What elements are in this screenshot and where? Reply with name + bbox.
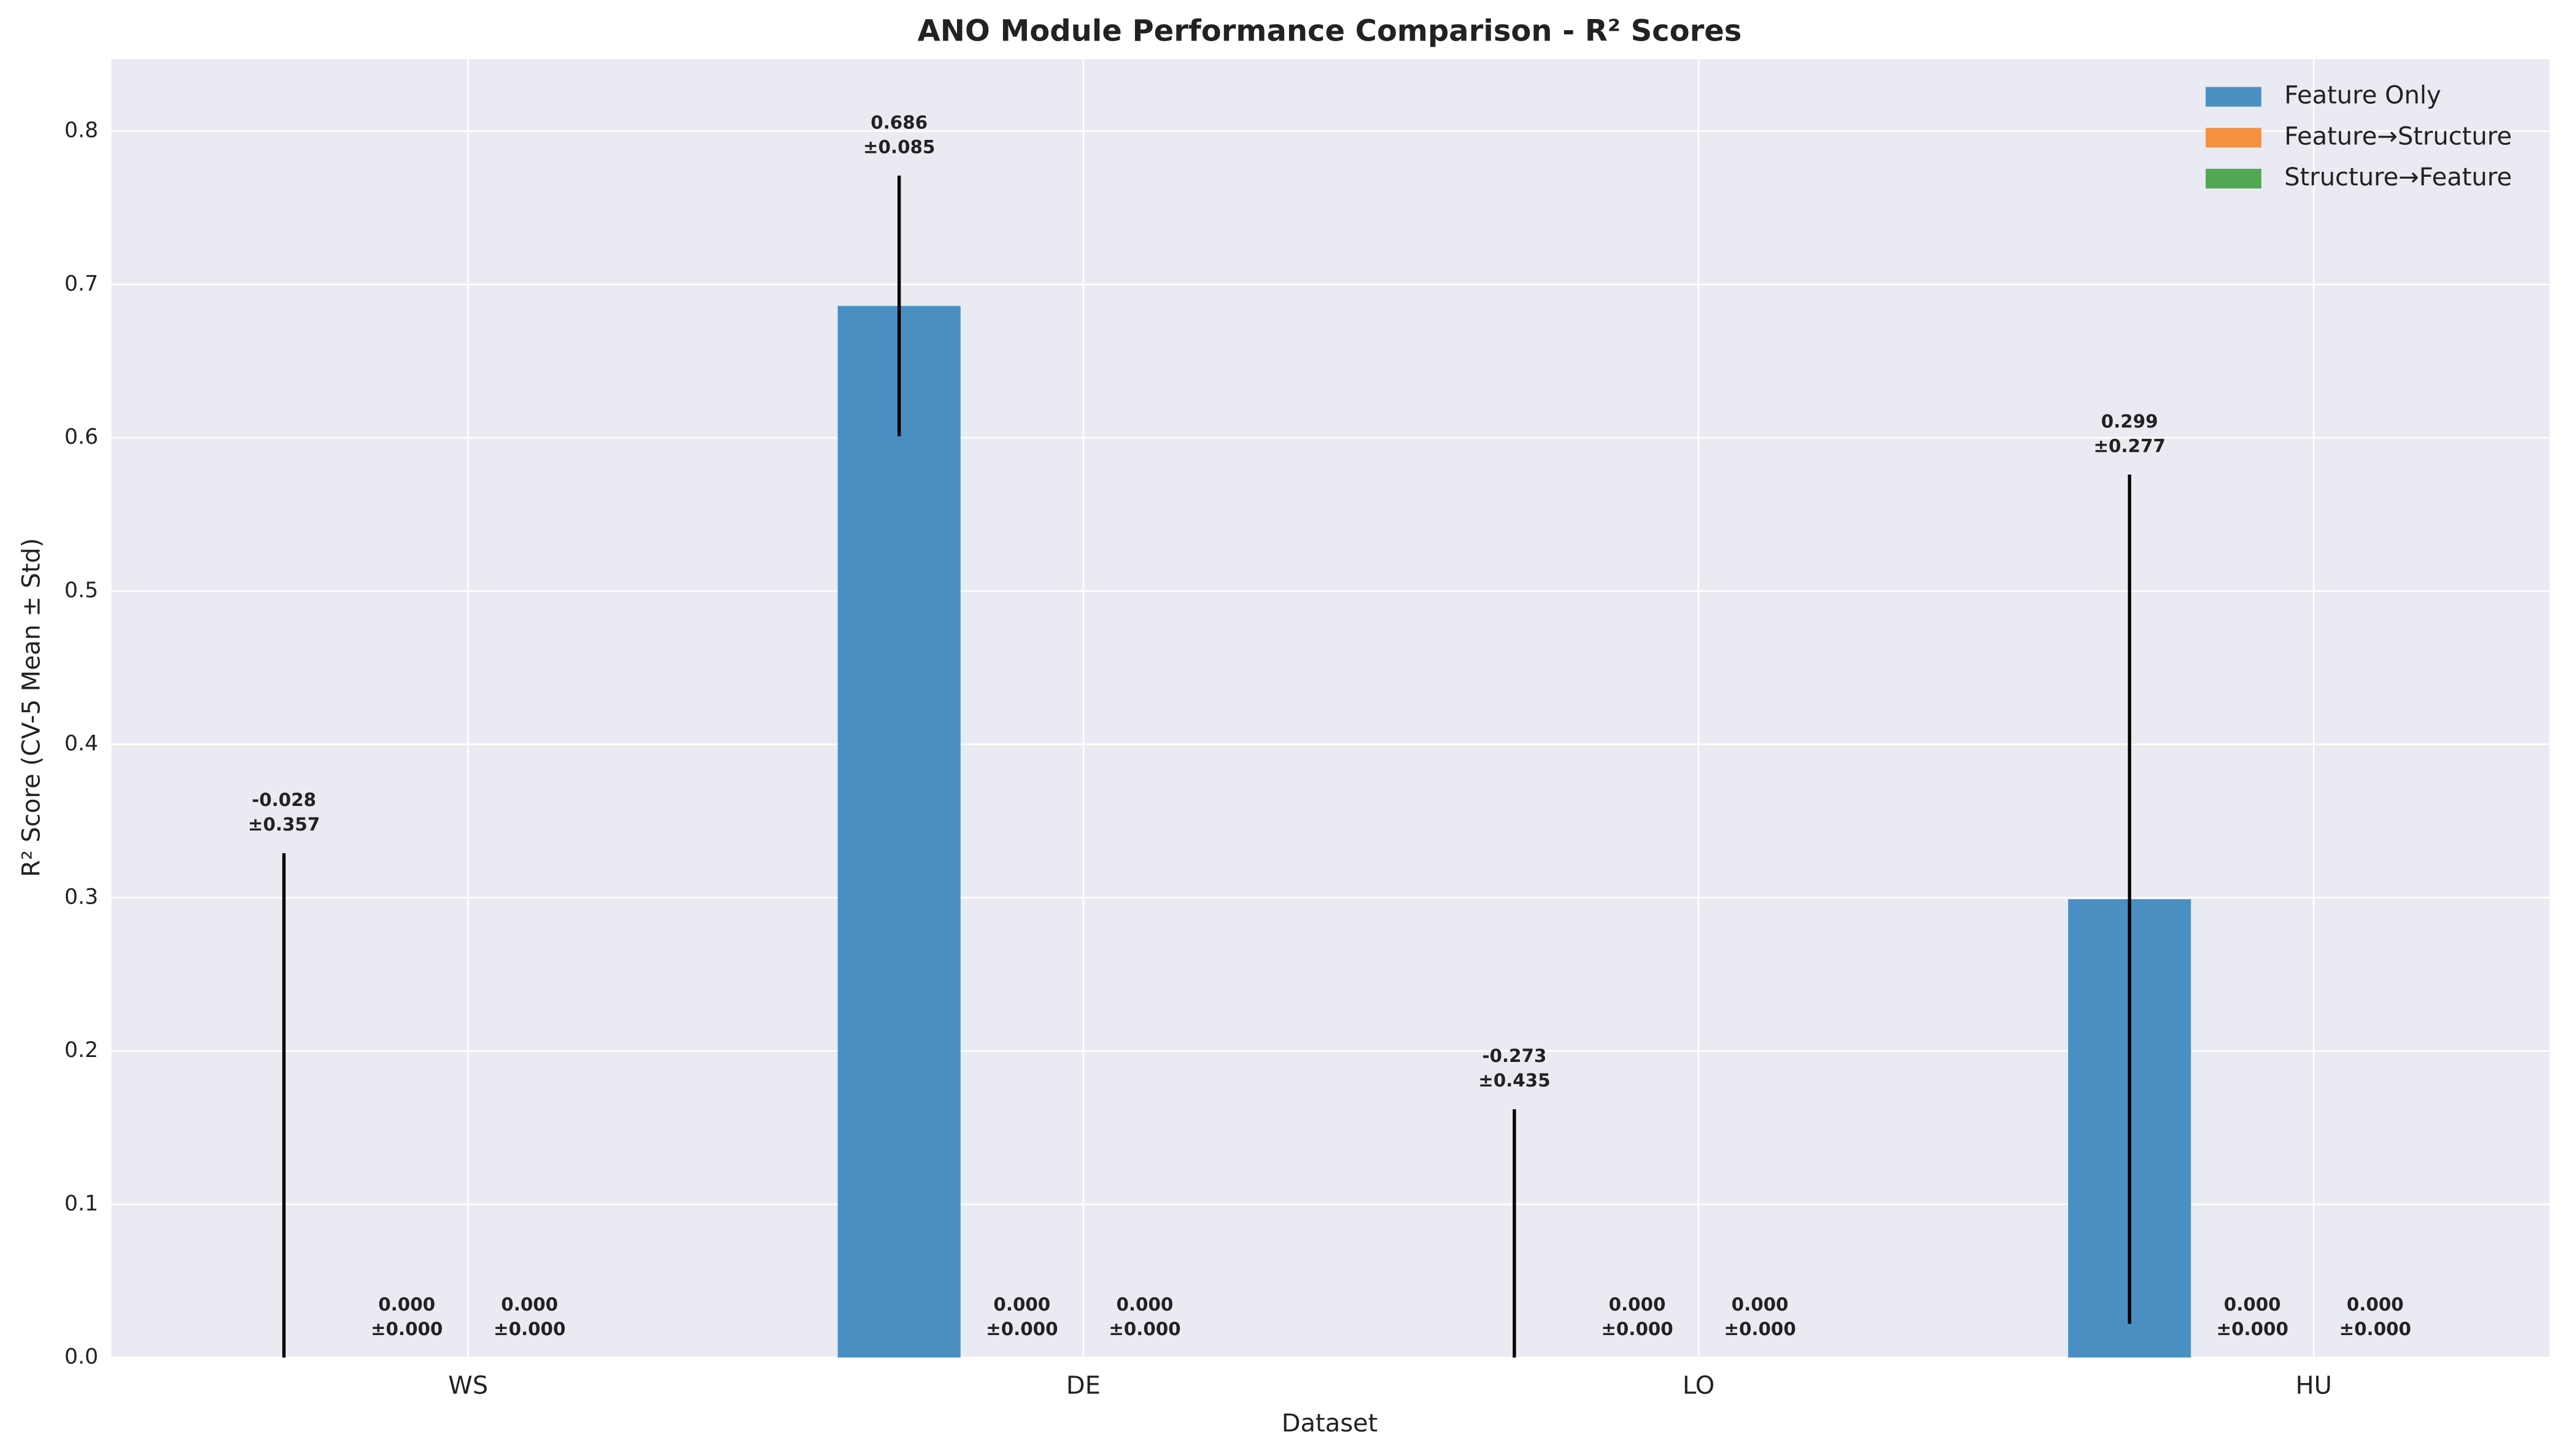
x-tick-label: DE [1066, 1372, 1101, 1400]
legend-label: Structure→Feature [2284, 163, 2512, 192]
value-label: -0.273 [1482, 1045, 1546, 1066]
error-label: ±0.000 [986, 1319, 1058, 1339]
legend-swatch [2206, 128, 2261, 148]
error-label: ±0.435 [1478, 1070, 1550, 1091]
error-label: ±0.357 [248, 814, 320, 835]
value-label: 0.000 [501, 1294, 558, 1315]
value-label: 0.000 [1609, 1294, 1666, 1315]
plot-clip-group [223, 176, 2191, 1456]
y-tick-label: 0.6 [64, 425, 98, 449]
x-axis-label: Dataset [1282, 1409, 1378, 1438]
x-tick-label: LO [1683, 1372, 1714, 1400]
error-label: ±0.000 [1109, 1319, 1180, 1339]
y-tick-label: 0.4 [64, 732, 98, 756]
y-tick-label: 0.5 [64, 578, 98, 603]
y-axis-label: R² Score (CV-5 Mean ± Std) [17, 538, 45, 877]
y-tick-label: 0.1 [64, 1191, 98, 1216]
legend-swatch [2206, 169, 2261, 189]
legend-label: Feature→Structure [2284, 122, 2512, 150]
legend-label: Feature Only [2284, 82, 2441, 110]
x-tick-label: WS [448, 1372, 488, 1400]
value-label: 0.000 [378, 1294, 435, 1315]
y-tick-label: 0.2 [64, 1038, 98, 1063]
bar [1453, 1358, 1576, 1456]
error-label: ±0.000 [2217, 1319, 2288, 1339]
error-label: ±0.000 [1724, 1319, 1796, 1339]
value-label: 0.000 [1116, 1294, 1173, 1315]
error-label: ±0.000 [2339, 1319, 2411, 1339]
value-label: 0.000 [993, 1294, 1050, 1315]
value-label: -0.028 [252, 789, 316, 810]
bar [223, 1358, 346, 1401]
value-label: 0.000 [2224, 1294, 2281, 1315]
y-tick-label: 0.0 [64, 1345, 98, 1369]
x-tick-label: HU [2296, 1372, 2332, 1400]
legend-swatch [2206, 87, 2261, 107]
value-label: 0.000 [1732, 1294, 1789, 1315]
chart-title: ANO Module Performance Comparison - R² S… [918, 14, 1742, 48]
error-label: ±0.277 [2093, 435, 2165, 456]
value-label: 0.686 [870, 112, 928, 133]
y-tick-label: 0.3 [64, 885, 98, 909]
error-label: ±0.085 [863, 136, 935, 157]
value-label: 0.000 [2347, 1294, 2404, 1315]
error-label: ±0.000 [371, 1319, 443, 1339]
bar [837, 306, 961, 1358]
error-label: ±0.000 [494, 1319, 565, 1339]
y-tick-label: 0.7 [64, 271, 98, 296]
y-tick-label: 0.8 [64, 118, 98, 143]
value-label: 0.299 [2101, 411, 2158, 432]
error-label: ±0.000 [1601, 1319, 1673, 1339]
